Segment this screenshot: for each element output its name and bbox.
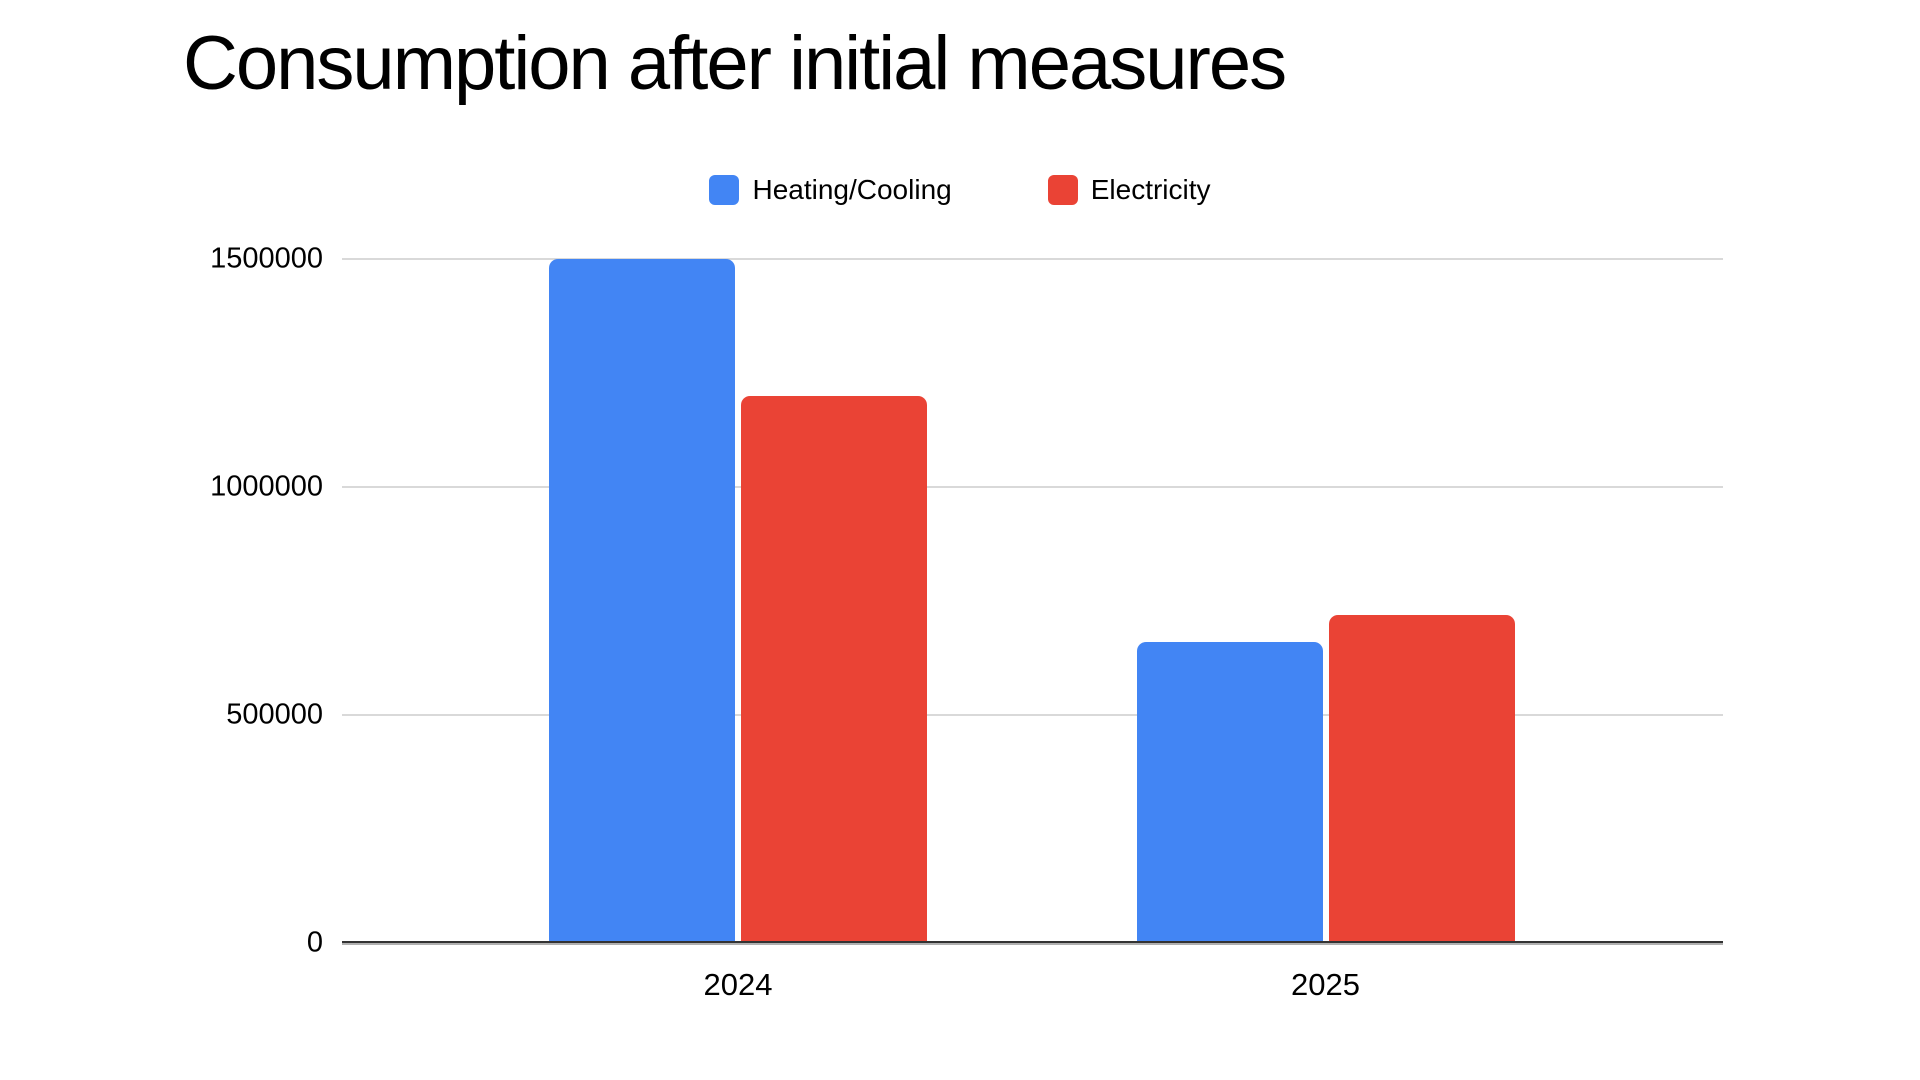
plot-area: 1500000 1000000 500000 0 2024 2025 (210, 243, 1723, 1002)
x-axis-baseline (342, 941, 1723, 945)
gridline (342, 714, 1723, 716)
chart-title: Consumption after initial measures (183, 21, 1287, 106)
y-tick-label: 1000000 (210, 470, 323, 503)
y-tick-label: 0 (306, 926, 323, 959)
y-tick-label: 500000 (226, 698, 323, 731)
legend-item-0: Heating/Cooling (709, 174, 952, 206)
legend-item-1: Electricity (1047, 174, 1211, 206)
legend-label: Heating/Cooling (752, 174, 952, 205)
bar-2025-electricity (1328, 615, 1515, 943)
gridline (342, 486, 1723, 488)
legend-swatch-icon (1047, 175, 1078, 205)
y-tick-label: 1500000 (210, 242, 323, 275)
bar-2025-heating-cooling (1136, 642, 1323, 943)
bar-2024-heating-cooling (549, 259, 735, 943)
legend-swatch-icon (709, 175, 740, 205)
bar-2024-electricity (741, 396, 927, 943)
x-tick-label: 2025 (1291, 967, 1360, 1002)
legend-label: Electricity (1090, 174, 1211, 205)
chart-legend: Heating/Cooling Electricity (0, 172, 1920, 208)
gridline (342, 258, 1723, 260)
x-tick-label: 2024 (703, 967, 773, 1002)
